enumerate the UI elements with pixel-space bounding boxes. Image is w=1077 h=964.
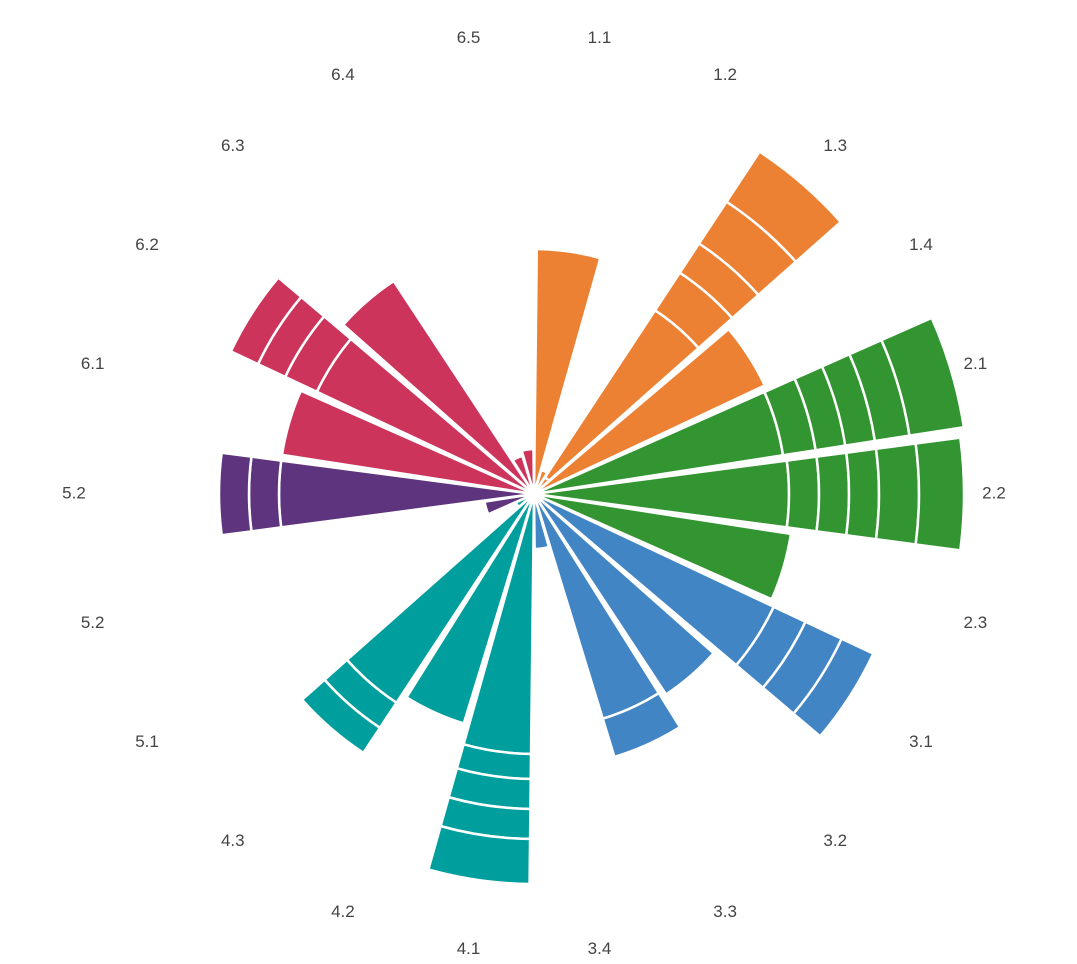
bar-segment-19-4 <box>229 276 303 366</box>
bar-segment-4-1 <box>532 327 766 496</box>
category-label-7: 2.3 <box>964 613 988 632</box>
category-label-16: 5.2 <box>81 613 105 632</box>
category-label-3: 1.3 <box>823 136 847 155</box>
bar-segment-8-4 <box>792 637 875 738</box>
bar-segment-12-5 <box>427 824 532 886</box>
category-label-19: 6.2 <box>135 235 159 254</box>
category-label-8: 3.1 <box>909 732 933 751</box>
bar-segment-3-6 <box>725 150 843 264</box>
bar-segment-11-1 <box>532 492 551 551</box>
category-label-17: 5.2 <box>62 483 86 502</box>
bar-segment-22-1 <box>520 447 536 496</box>
bars-layer <box>217 150 966 886</box>
bar-segment-17-2 <box>247 455 283 533</box>
category-label-5: 2.1 <box>964 354 988 373</box>
category-label-22: 6.5 <box>457 28 481 47</box>
category-label-20: 6.3 <box>221 136 245 155</box>
category-label-11: 3.4 <box>588 939 612 958</box>
bar-segment-18-1 <box>280 389 536 496</box>
bar-segment-14-3 <box>300 678 382 755</box>
category-label-14: 4.3 <box>221 831 245 850</box>
category-label-2: 1.2 <box>713 65 737 84</box>
category-label-10: 3.3 <box>713 902 737 921</box>
category-labels: 1.1 1.2 1.3 1.4 2.1 2.2 2.3 3.1 3.2 3.3 3.4 4.1 4.2 4… <box>62 28 1006 958</box>
category-label-6: 2.2 <box>982 483 1006 502</box>
bar-segment-10-2 <box>601 691 682 759</box>
bar-segment-6-2 <box>785 455 821 533</box>
category-label-9: 3.2 <box>823 831 847 850</box>
category-label-13: 4.2 <box>331 902 355 921</box>
category-label-1: 1.1 <box>588 28 612 47</box>
category-label-18: 6.1 <box>81 354 105 373</box>
bar-segment-6-5 <box>874 442 921 546</box>
bar-segment-13-1 <box>405 492 536 725</box>
category-label-15: 5.1 <box>135 732 159 751</box>
category-label-21: 6.4 <box>331 65 355 84</box>
bar-segment-6-4 <box>845 447 881 541</box>
bar-segment-9-1 <box>532 492 715 696</box>
category-label-4: 1.4 <box>909 235 933 254</box>
bar-segment-1-1 <box>532 247 602 496</box>
bar-segment-6-6 <box>914 436 966 552</box>
bar-segment-6-3 <box>815 451 851 537</box>
category-label-12: 4.1 <box>457 939 481 958</box>
bar-segment-20-1 <box>341 279 536 496</box>
bar-segment-7-1 <box>532 492 793 601</box>
bar-segment-17-3 <box>217 451 253 537</box>
bar-segment-5-6 <box>880 316 966 437</box>
